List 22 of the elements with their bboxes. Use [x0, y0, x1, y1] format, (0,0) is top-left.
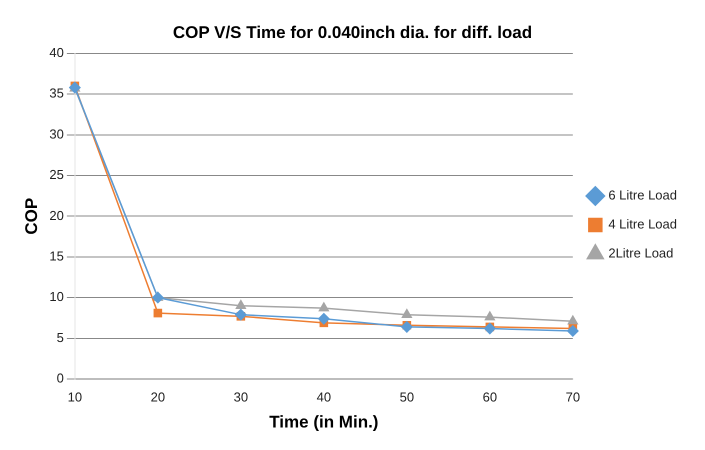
chart-title: COP V/S Time for 0.040inch dia. for diff. load	[172, 22, 532, 42]
y-tick-label: 30	[49, 126, 64, 142]
x-axis-title: Time (in Min.)	[269, 412, 378, 432]
y-tick-label: 35	[49, 86, 64, 101]
x-tick-label: 40	[316, 389, 332, 404]
y-tick-label: 15	[49, 248, 64, 264]
x-tick-label: 30	[234, 389, 248, 404]
legend-label: 6 Litre Load	[608, 188, 678, 203]
x-tick-label: 10	[68, 389, 82, 404]
y-tick-label: 40	[49, 44, 64, 60]
x-tick-label: 20	[150, 389, 166, 404]
y-tick-label: 5	[56, 330, 64, 345]
legend-label: 2Litre Load	[608, 246, 674, 261]
x-tick-label: 70	[566, 389, 580, 404]
y-tick-label: 10	[49, 289, 64, 304]
y-axis-title: COP	[22, 198, 41, 235]
legend-label: 4 Litre Load	[608, 216, 678, 232]
y-tick-label: 20	[49, 208, 64, 223]
y-tick-label: 25	[49, 167, 64, 182]
x-tick-label: 60	[482, 389, 498, 404]
y-tick-label: 0	[56, 370, 64, 386]
x-tick-label: 50	[400, 389, 414, 404]
